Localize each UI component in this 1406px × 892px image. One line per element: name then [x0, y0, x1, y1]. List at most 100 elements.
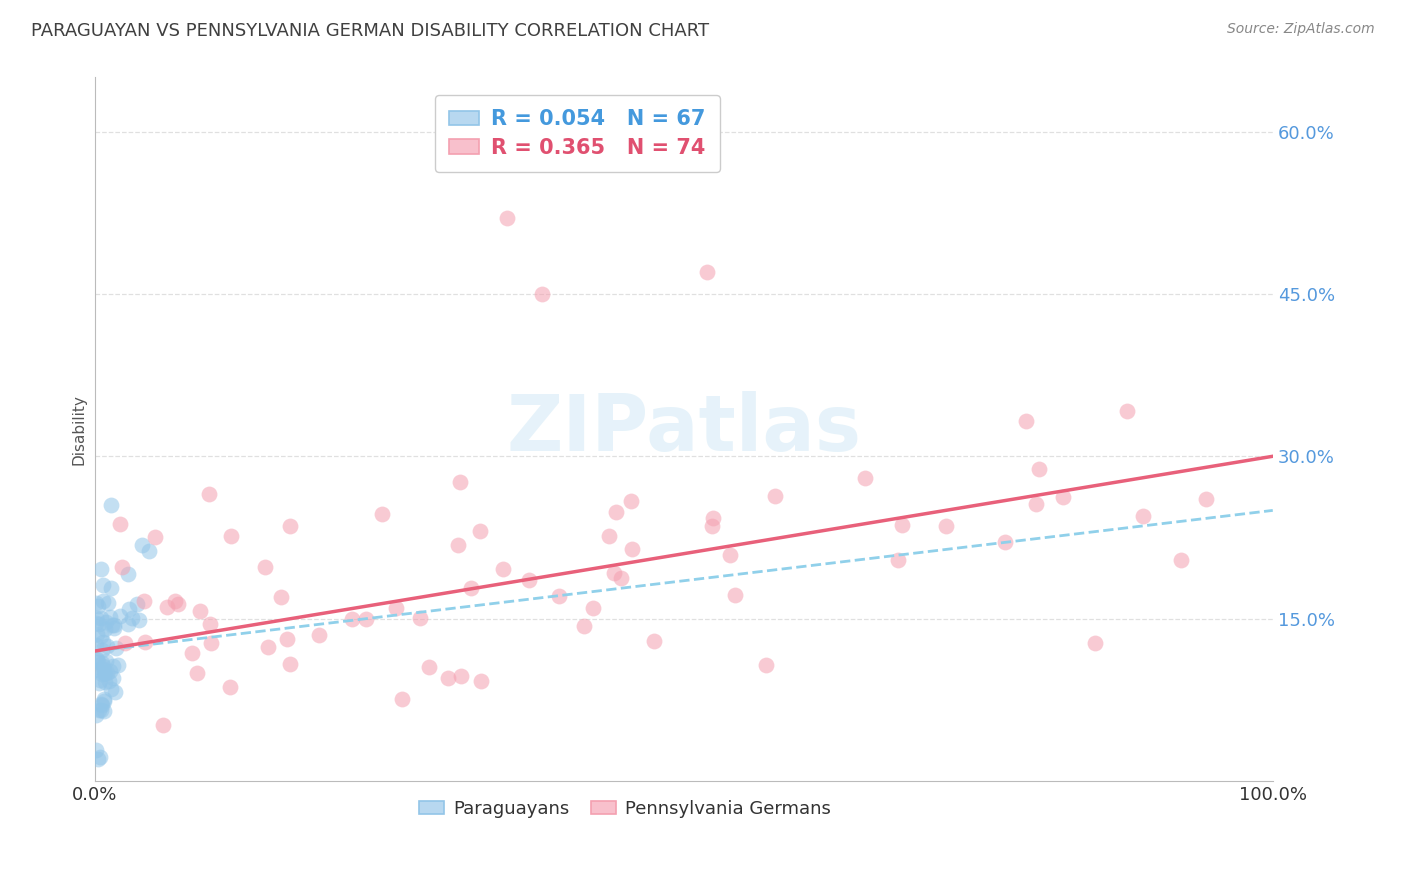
Point [598, 529, 620, 543]
Point [450, 669, 472, 683]
Point [492, 562, 515, 576]
Point [138, 544, 160, 558]
Point [110, 609, 132, 624]
Point [200, 616, 222, 631]
Point [582, 601, 605, 615]
Point [200, 636, 222, 650]
Point [96, 597, 118, 611]
Point [702, 511, 724, 525]
Point [718, 549, 741, 563]
Point [371, 507, 394, 521]
Point [254, 559, 277, 574]
Point [935, 518, 957, 533]
Point [91, 662, 114, 676]
Point [91, 643, 114, 657]
Point [1015, 414, 1038, 428]
Point [132, 594, 155, 608]
Point [1115, 404, 1137, 418]
Point [572, 619, 595, 633]
Point [91, 698, 114, 712]
Y-axis label: Disability: Disability [72, 393, 86, 465]
Point [90, 562, 112, 576]
Point [90, 611, 112, 625]
Point [1025, 497, 1047, 511]
Point [270, 590, 292, 604]
Text: Source: ZipAtlas.com: Source: ZipAtlas.com [1227, 22, 1375, 37]
Point [117, 617, 139, 632]
Point [100, 498, 122, 512]
Point [1132, 509, 1154, 524]
Point [340, 612, 363, 626]
Point [143, 530, 166, 544]
Point [180, 646, 202, 660]
Point [89, 673, 111, 687]
Point [90, 697, 112, 711]
Point [91, 657, 114, 671]
Point [87, 655, 110, 669]
Point [89, 750, 111, 764]
Point [87, 664, 110, 678]
Point [531, 287, 554, 301]
Point [447, 538, 470, 552]
Point [257, 640, 280, 654]
Point [84, 611, 107, 625]
Point [100, 581, 122, 595]
Point [620, 542, 643, 557]
Point [219, 529, 242, 543]
Point [89, 617, 111, 632]
Point [994, 534, 1017, 549]
Point [610, 571, 633, 585]
Point [1084, 635, 1107, 649]
Point [111, 560, 134, 574]
Point [1028, 462, 1050, 476]
Point [93, 693, 115, 707]
Point [87, 599, 110, 614]
Legend: Paraguayans, Pennsylvania Germans: Paraguayans, Pennsylvania Germans [412, 792, 838, 825]
Point [90, 629, 112, 643]
Point [643, 634, 665, 648]
Point [436, 671, 458, 685]
Point [409, 611, 432, 625]
Point [93, 635, 115, 649]
Point [94, 615, 117, 630]
Point [460, 582, 482, 596]
Point [156, 600, 179, 615]
Point [93, 704, 115, 718]
Point [121, 611, 143, 625]
Point [93, 692, 115, 706]
Point [117, 601, 139, 615]
Point [94, 675, 117, 690]
Point [117, 566, 139, 581]
Point [603, 566, 626, 580]
Point [1194, 492, 1216, 507]
Point [104, 685, 127, 699]
Point [696, 265, 718, 279]
Point [1170, 552, 1192, 566]
Point [418, 659, 440, 673]
Point [391, 692, 413, 706]
Point [167, 597, 190, 611]
Point [385, 600, 408, 615]
Point [91, 594, 114, 608]
Point [84, 650, 107, 665]
Point [89, 675, 111, 690]
Point [94, 622, 117, 636]
Point [278, 519, 301, 533]
Point [449, 475, 471, 489]
Point [605, 505, 627, 519]
Point [354, 612, 377, 626]
Point [103, 617, 125, 632]
Point [84, 596, 107, 610]
Point [107, 657, 129, 672]
Point [496, 211, 519, 226]
Point [308, 628, 330, 642]
Point [700, 519, 723, 533]
Point [219, 680, 242, 694]
Point [86, 627, 108, 641]
Point [103, 621, 125, 635]
Text: ZIPatlas: ZIPatlas [506, 392, 860, 467]
Point [101, 618, 124, 632]
Point [101, 672, 124, 686]
Point [548, 589, 571, 603]
Point [108, 516, 131, 531]
